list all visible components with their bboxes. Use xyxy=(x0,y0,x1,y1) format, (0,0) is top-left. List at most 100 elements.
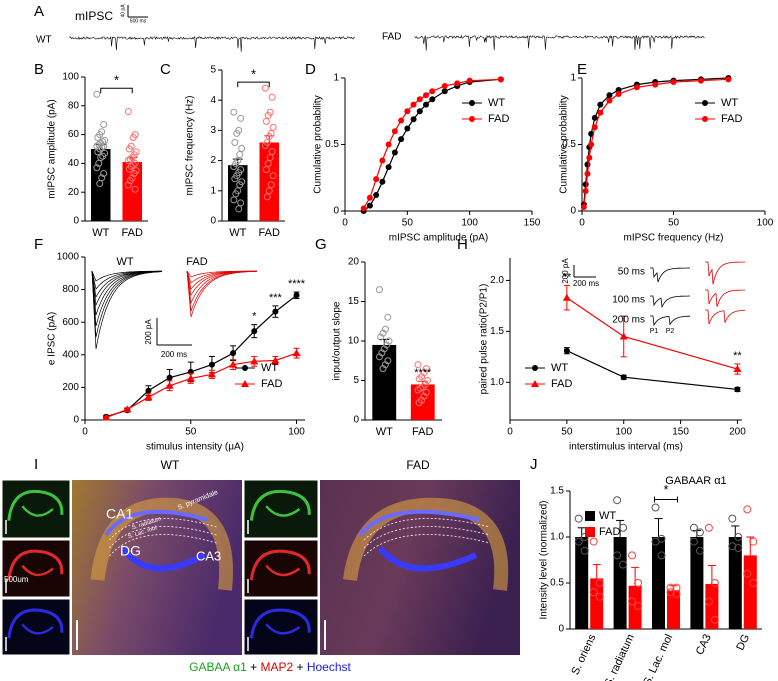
data-point xyxy=(574,514,583,523)
x-tick-label: 100 xyxy=(461,218,478,229)
data-point xyxy=(728,514,737,523)
dentate xyxy=(265,505,301,517)
data-point xyxy=(95,159,103,167)
data-point xyxy=(293,292,300,299)
legend-label: WT xyxy=(261,362,278,374)
data-point xyxy=(379,157,386,164)
x-tick-label: FAD xyxy=(259,227,280,239)
x-tick-label: 150 xyxy=(524,218,541,229)
data-point xyxy=(580,546,589,555)
legend-label: WT xyxy=(488,97,505,109)
y-axis-label: Intensity level (normalized) xyxy=(539,501,550,620)
data-point xyxy=(588,141,595,148)
cell-layer xyxy=(249,549,311,581)
data-point xyxy=(145,387,152,394)
y-tick-label: 3 xyxy=(210,125,216,136)
significance: * xyxy=(663,482,668,497)
data-point xyxy=(230,350,237,357)
inset-label: 100 ms xyxy=(612,295,645,306)
data-point xyxy=(628,597,637,606)
inset-label: FAD xyxy=(186,256,207,268)
cell-layer xyxy=(343,497,509,591)
data-point xyxy=(651,503,660,512)
y-tick-label: 0 xyxy=(73,216,79,227)
data-point xyxy=(586,154,593,161)
data-point xyxy=(606,97,613,104)
data-point xyxy=(366,202,373,209)
data-point xyxy=(208,361,215,368)
micrograph xyxy=(243,598,319,656)
data-point xyxy=(589,537,598,546)
x-tick-label: 50 xyxy=(561,427,573,438)
bar xyxy=(667,590,680,629)
data-point xyxy=(271,356,280,364)
data-point xyxy=(373,176,380,183)
data-point xyxy=(404,125,411,132)
y-axis-label: Cumulative probability xyxy=(313,95,324,193)
data-point xyxy=(236,181,244,189)
dentate xyxy=(377,546,478,572)
micrograph xyxy=(1,539,71,598)
significance: ** xyxy=(563,271,572,283)
data-point xyxy=(261,84,269,92)
y-tick-label: 600 xyxy=(62,317,79,328)
caption-part: MAP2 xyxy=(260,660,293,674)
y-tick-label: 0 xyxy=(333,206,339,217)
data-point xyxy=(237,114,245,122)
data-point xyxy=(263,193,271,201)
x-tick-label: 50 xyxy=(668,218,680,229)
legend-label: WT xyxy=(599,510,616,522)
x-tick-label: 0 xyxy=(342,218,348,229)
data-point xyxy=(264,111,272,119)
data-point xyxy=(589,588,598,597)
data-point xyxy=(373,192,380,199)
y-tick-label: 0.5 xyxy=(325,139,339,150)
layer-outline xyxy=(363,526,491,549)
data-point xyxy=(634,579,643,587)
inset-trace xyxy=(705,309,746,325)
region-label: DG xyxy=(120,543,141,559)
data-point xyxy=(262,117,270,125)
data-point xyxy=(267,181,275,189)
x-tick-label: FAD xyxy=(122,227,143,239)
inset-label: 50 ms xyxy=(618,267,645,278)
bar xyxy=(90,149,111,221)
bar xyxy=(227,165,248,221)
x-tick-label: WT xyxy=(229,227,246,239)
data-point xyxy=(404,108,411,115)
data-point xyxy=(99,152,107,160)
panel-label: C xyxy=(160,61,171,78)
data-point xyxy=(230,196,238,204)
inset-trace xyxy=(650,315,690,327)
inset-label: P2 xyxy=(666,328,675,335)
legend-marker xyxy=(242,365,248,371)
data-point xyxy=(697,77,704,84)
significance: **** xyxy=(414,367,432,379)
bar xyxy=(652,537,665,629)
dentate xyxy=(21,505,54,517)
data-point xyxy=(100,169,108,177)
y-tick-label: 60 xyxy=(68,129,80,140)
data-point xyxy=(695,546,704,555)
dentate xyxy=(265,564,301,577)
y-tick-label: 1000 xyxy=(57,252,80,263)
data-point xyxy=(672,590,681,599)
y-tick-label: 0 xyxy=(558,624,564,635)
data-point xyxy=(126,177,134,185)
data-point xyxy=(229,360,238,368)
y-tick-label: 800 xyxy=(62,284,79,295)
y-tick-label: 1 xyxy=(210,185,216,196)
y-axis-label: e IPSC (pA) xyxy=(47,312,58,365)
data-point xyxy=(360,205,367,212)
trace-label: FAD xyxy=(382,32,401,43)
data-point xyxy=(710,579,719,587)
data-point xyxy=(619,560,628,569)
legend-marker xyxy=(702,116,708,122)
y-tick-label: 15 xyxy=(348,296,360,307)
data-point xyxy=(619,523,628,532)
cell-layer xyxy=(249,608,311,639)
data-point xyxy=(269,123,277,131)
data-point xyxy=(423,92,430,99)
y-tick-label: 400 xyxy=(62,349,79,360)
